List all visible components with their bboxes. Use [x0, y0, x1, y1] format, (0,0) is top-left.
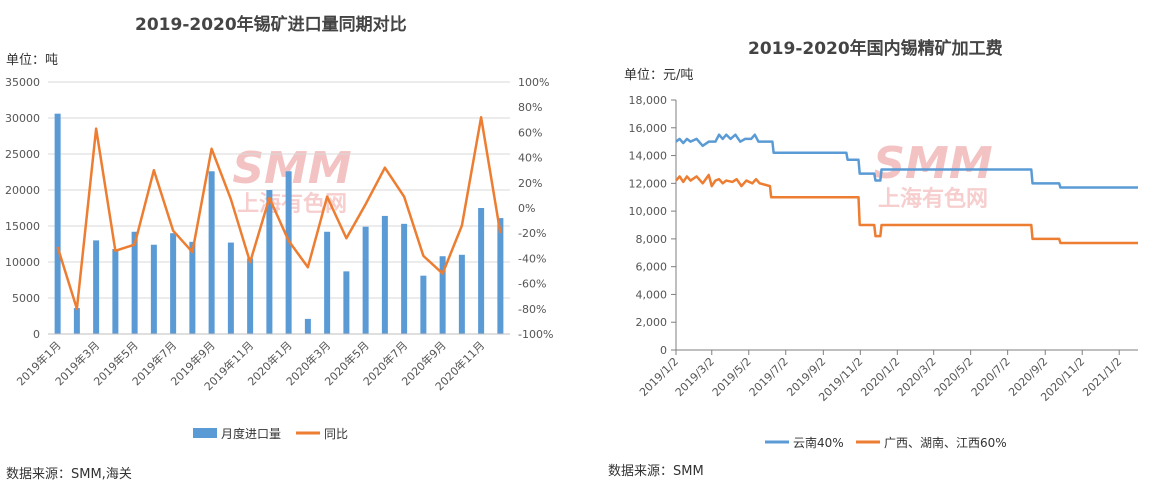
- bar-import-volume: [497, 218, 504, 334]
- y-tick-label-right: 0%: [518, 202, 535, 215]
- source-note: 数据来源：SMM: [608, 464, 704, 479]
- bar-import-volume: [208, 171, 215, 334]
- bar-import-volume: [150, 244, 157, 334]
- line-yunnan-40: [675, 133, 1138, 189]
- bar-import-volume: [112, 249, 119, 334]
- chart-title: 2019-2020年锡矿进口量同期对比: [135, 15, 407, 35]
- unit-label: 单位：吨: [6, 53, 59, 68]
- bar-import-volume: [401, 223, 408, 334]
- bar-import-volume: [170, 233, 177, 334]
- chart-panel-import-volume: 2019-2020年锡矿进口量同期对比 单位：吨 SMM 上海有色网 0 5000 10…: [0, 0, 560, 483]
- y-tick-label: 0: [660, 344, 667, 357]
- y-tick-label: 4,000: [636, 288, 668, 301]
- x-tick-label: 2019/5/2: [710, 355, 754, 399]
- x-tick-label: 2020/7/2: [969, 355, 1013, 399]
- bar-import-volume: [439, 256, 446, 334]
- legend-swatch-import-volume: [193, 428, 217, 438]
- y-tick-label-right: -80%: [518, 303, 546, 316]
- y-tick-label: 10,000: [629, 205, 668, 218]
- y-tick-label: 12,000: [629, 177, 668, 190]
- y-tick-label-left: 35000: [5, 76, 40, 89]
- y-tick-label-right: 60%: [518, 126, 542, 139]
- bar-import-volume: [304, 318, 311, 334]
- legend-label-import-volume: 月度进口量: [221, 426, 281, 441]
- bar-import-volume: [362, 226, 369, 334]
- x-tick-label: 2020/3/2: [895, 355, 939, 399]
- bar-import-volume: [93, 240, 100, 334]
- y-tick-label-right: -100%: [518, 328, 553, 341]
- chart-panel-processing-fee: 2019-2020年国内锡精矿加工费 单位：元/吨 SMM 上海有色网 0 2,000…: [588, 0, 1153, 483]
- source-note: 数据来源：SMM,海关: [6, 467, 132, 482]
- y-tick-label-left: 30000: [5, 112, 40, 125]
- bar-import-volume: [189, 241, 196, 334]
- y-tick-label-left: 20000: [5, 184, 40, 197]
- y-tick-label-left: 25000: [5, 148, 40, 161]
- bar-import-volume: [324, 231, 331, 334]
- y-tick-label-right: 40%: [518, 152, 542, 165]
- y-tick-label-right: -60%: [518, 278, 546, 291]
- y-tick-label: 16,000: [629, 122, 668, 135]
- legend-label-guangxi-hunan-jiangxi-60: 广西、湖南、江西60%: [884, 435, 1007, 450]
- bar-import-volume: [458, 254, 465, 334]
- y-tick-label-left: 0: [33, 328, 40, 341]
- line-yoy: [56, 116, 502, 311]
- y-tick-label-left: 10000: [5, 256, 40, 269]
- bar-import-volume: [247, 258, 254, 334]
- x-tick-label: 2021/1/2: [1080, 355, 1124, 399]
- x-tick-label: 2019/3/2: [673, 355, 717, 399]
- bar-import-volume: [343, 271, 350, 334]
- y-tick-label-left: 5000: [12, 292, 40, 305]
- watermark-name: 上海有色网: [878, 186, 988, 212]
- x-tick-label: 2020/1/2: [858, 355, 902, 399]
- bar-import-volume: [131, 231, 138, 334]
- unit-label: 单位：元/吨: [624, 68, 694, 83]
- y-tick-label: 2,000: [636, 316, 668, 329]
- bar-import-volume: [285, 171, 292, 334]
- y-tick-label: 18,000: [629, 94, 668, 107]
- x-tick-label: 2020/5/2: [932, 355, 976, 399]
- y-tick-label-right: -40%: [518, 252, 546, 265]
- bar-import-volume: [478, 208, 485, 334]
- bar-import-volume: [420, 275, 427, 334]
- y-tick-label: 6,000: [636, 261, 668, 274]
- legend-label-yunnan-40: 云南40%: [793, 435, 844, 450]
- y-tick-label-left: 15000: [5, 220, 40, 233]
- watermark-brand: SMM: [873, 138, 992, 189]
- bar-import-volume: [227, 242, 234, 334]
- bar-import-volume: [54, 113, 61, 335]
- y-tick-label: 14,000: [629, 150, 668, 163]
- watermark-brand: SMM: [232, 143, 351, 194]
- chart-title: 2019-2020年国内锡精矿加工费: [748, 39, 1003, 59]
- legend-label-yoy: 同比: [324, 427, 348, 441]
- bar-import-volume: [381, 215, 388, 334]
- bar-import-volume: [266, 190, 273, 334]
- x-tick-label: 2019/7/2: [747, 355, 791, 399]
- y-tick-label-right: 80%: [518, 101, 542, 114]
- y-tick-label-right: 20%: [518, 177, 542, 190]
- y-tick-label-right: 100%: [518, 76, 549, 89]
- watermark-name: 上海有色网: [237, 191, 347, 217]
- bar-import-volume: [73, 308, 80, 334]
- y-tick-label-right: -20%: [518, 227, 546, 240]
- line-guangxi-hunan-jiangxi-60: [675, 173, 1138, 245]
- y-tick-label: 8,000: [636, 233, 668, 246]
